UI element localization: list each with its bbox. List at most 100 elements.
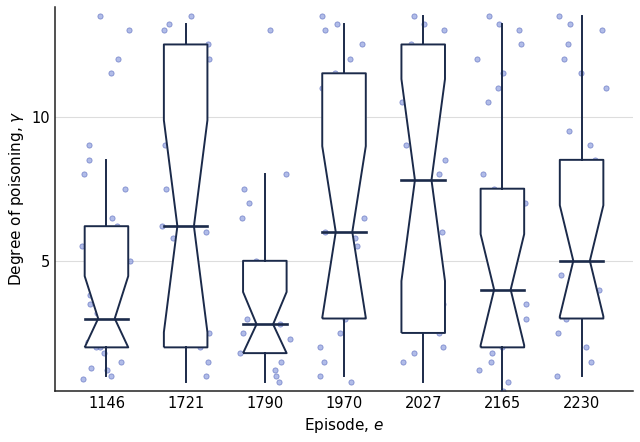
Point [102, 315, 113, 322]
Point [91, 344, 101, 351]
Point [397, 99, 407, 106]
Point [425, 185, 435, 192]
Point [98, 321, 108, 328]
Point [472, 55, 483, 62]
Point [438, 301, 448, 308]
Point [503, 378, 513, 385]
Point [235, 350, 245, 357]
Point [520, 200, 530, 207]
Point [95, 12, 105, 19]
Point [440, 156, 450, 164]
Point [588, 200, 598, 207]
Point [413, 55, 424, 62]
Point [171, 272, 181, 279]
Point [204, 41, 214, 48]
Point [497, 344, 508, 351]
Point [248, 272, 259, 279]
Point [200, 373, 211, 380]
Point [357, 41, 367, 48]
Point [330, 142, 340, 149]
Point [102, 367, 112, 374]
Point [204, 329, 214, 336]
Point [273, 344, 284, 351]
Point [402, 286, 412, 293]
Point [563, 41, 573, 48]
Point [345, 55, 355, 62]
Point [420, 315, 430, 322]
Point [180, 214, 191, 221]
Point [583, 229, 593, 236]
Point [339, 301, 349, 308]
Point [332, 21, 342, 28]
Polygon shape [401, 45, 445, 333]
Point [474, 367, 484, 374]
Point [434, 329, 444, 336]
Point [125, 257, 136, 264]
Point [161, 185, 172, 192]
Point [196, 70, 206, 77]
Point [201, 229, 211, 236]
Point [244, 344, 255, 351]
Point [353, 286, 363, 293]
Point [483, 99, 493, 106]
Point [317, 12, 328, 19]
Point [601, 84, 611, 91]
Point [276, 286, 287, 293]
Point [79, 171, 89, 178]
Polygon shape [560, 160, 604, 319]
Point [77, 243, 87, 250]
Point [87, 286, 97, 293]
Point [498, 229, 508, 236]
Point [106, 214, 116, 221]
Point [118, 272, 129, 279]
Point [85, 292, 95, 299]
Point [434, 171, 444, 178]
Point [238, 329, 248, 336]
Point [340, 315, 350, 322]
Point [508, 257, 518, 264]
Point [585, 142, 595, 149]
Point [433, 257, 444, 264]
Point [319, 229, 330, 236]
Point [262, 309, 272, 316]
Point [86, 364, 97, 371]
Point [84, 156, 94, 164]
Point [189, 257, 199, 264]
Point [281, 171, 291, 178]
Point [78, 376, 88, 383]
Point [419, 21, 429, 28]
Point [493, 21, 504, 28]
Point [157, 223, 167, 230]
Point [276, 358, 286, 366]
X-axis label: Episode, $e$: Episode, $e$ [304, 416, 384, 435]
Point [83, 338, 93, 345]
Point [586, 358, 596, 366]
Point [319, 27, 330, 34]
Point [561, 315, 571, 322]
Point [521, 301, 531, 308]
Point [349, 234, 360, 241]
Point [160, 142, 170, 149]
Point [568, 301, 578, 308]
Point [346, 185, 356, 192]
Point [254, 263, 264, 270]
Point [597, 27, 607, 34]
Point [342, 257, 352, 264]
Point [95, 344, 105, 351]
Point [493, 84, 503, 91]
Point [203, 358, 213, 366]
Point [553, 329, 563, 336]
Point [317, 84, 327, 91]
Point [164, 315, 175, 322]
Point [107, 335, 117, 342]
Point [186, 12, 196, 19]
Point [248, 301, 259, 308]
Point [171, 99, 181, 106]
Point [337, 223, 348, 230]
Point [437, 229, 447, 236]
Point [581, 344, 591, 351]
Point [92, 309, 102, 316]
Point [552, 373, 562, 380]
Point [570, 214, 580, 221]
Point [346, 378, 356, 385]
